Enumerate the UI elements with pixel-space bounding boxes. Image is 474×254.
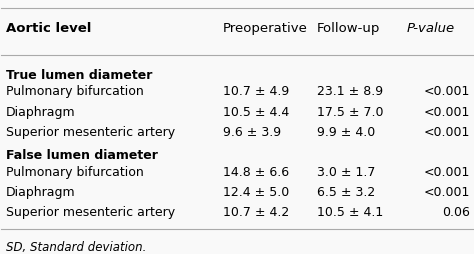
Text: 23.1 ± 8.9: 23.1 ± 8.9 [317, 85, 383, 98]
Text: 10.5 ± 4.1: 10.5 ± 4.1 [317, 207, 383, 219]
Text: 10.7 ± 4.9: 10.7 ± 4.9 [223, 85, 289, 98]
Text: 0.06: 0.06 [442, 207, 470, 219]
Text: P-value: P-value [407, 22, 455, 35]
Text: Pulmonary bifurcation: Pulmonary bifurcation [6, 166, 144, 179]
Text: <0.001: <0.001 [424, 106, 470, 119]
Text: 17.5 ± 7.0: 17.5 ± 7.0 [317, 106, 383, 119]
Text: 3.0 ± 1.7: 3.0 ± 1.7 [317, 166, 375, 179]
Text: 12.4 ± 5.0: 12.4 ± 5.0 [223, 186, 289, 199]
Text: <0.001: <0.001 [424, 166, 470, 179]
Text: Diaphragm: Diaphragm [6, 186, 76, 199]
Text: 9.6 ± 3.9: 9.6 ± 3.9 [223, 126, 281, 139]
Text: 10.7 ± 4.2: 10.7 ± 4.2 [223, 207, 289, 219]
Text: Diaphragm: Diaphragm [6, 106, 76, 119]
Text: Follow-up: Follow-up [317, 22, 381, 35]
Text: 9.9 ± 4.0: 9.9 ± 4.0 [317, 126, 375, 139]
Text: SD, Standard deviation.: SD, Standard deviation. [6, 241, 146, 254]
Text: 10.5 ± 4.4: 10.5 ± 4.4 [223, 106, 289, 119]
Text: Pulmonary bifurcation: Pulmonary bifurcation [6, 85, 144, 98]
Text: 14.8 ± 6.6: 14.8 ± 6.6 [223, 166, 289, 179]
Text: Superior mesenteric artery: Superior mesenteric artery [6, 126, 175, 139]
Text: Aortic level: Aortic level [6, 22, 91, 35]
Text: True lumen diameter: True lumen diameter [6, 69, 153, 82]
Text: <0.001: <0.001 [424, 85, 470, 98]
Text: <0.001: <0.001 [424, 126, 470, 139]
Text: 6.5 ± 3.2: 6.5 ± 3.2 [317, 186, 375, 199]
Text: Preoperative: Preoperative [223, 22, 308, 35]
Text: False lumen diameter: False lumen diameter [6, 149, 158, 162]
Text: Superior mesenteric artery: Superior mesenteric artery [6, 207, 175, 219]
Text: <0.001: <0.001 [424, 186, 470, 199]
